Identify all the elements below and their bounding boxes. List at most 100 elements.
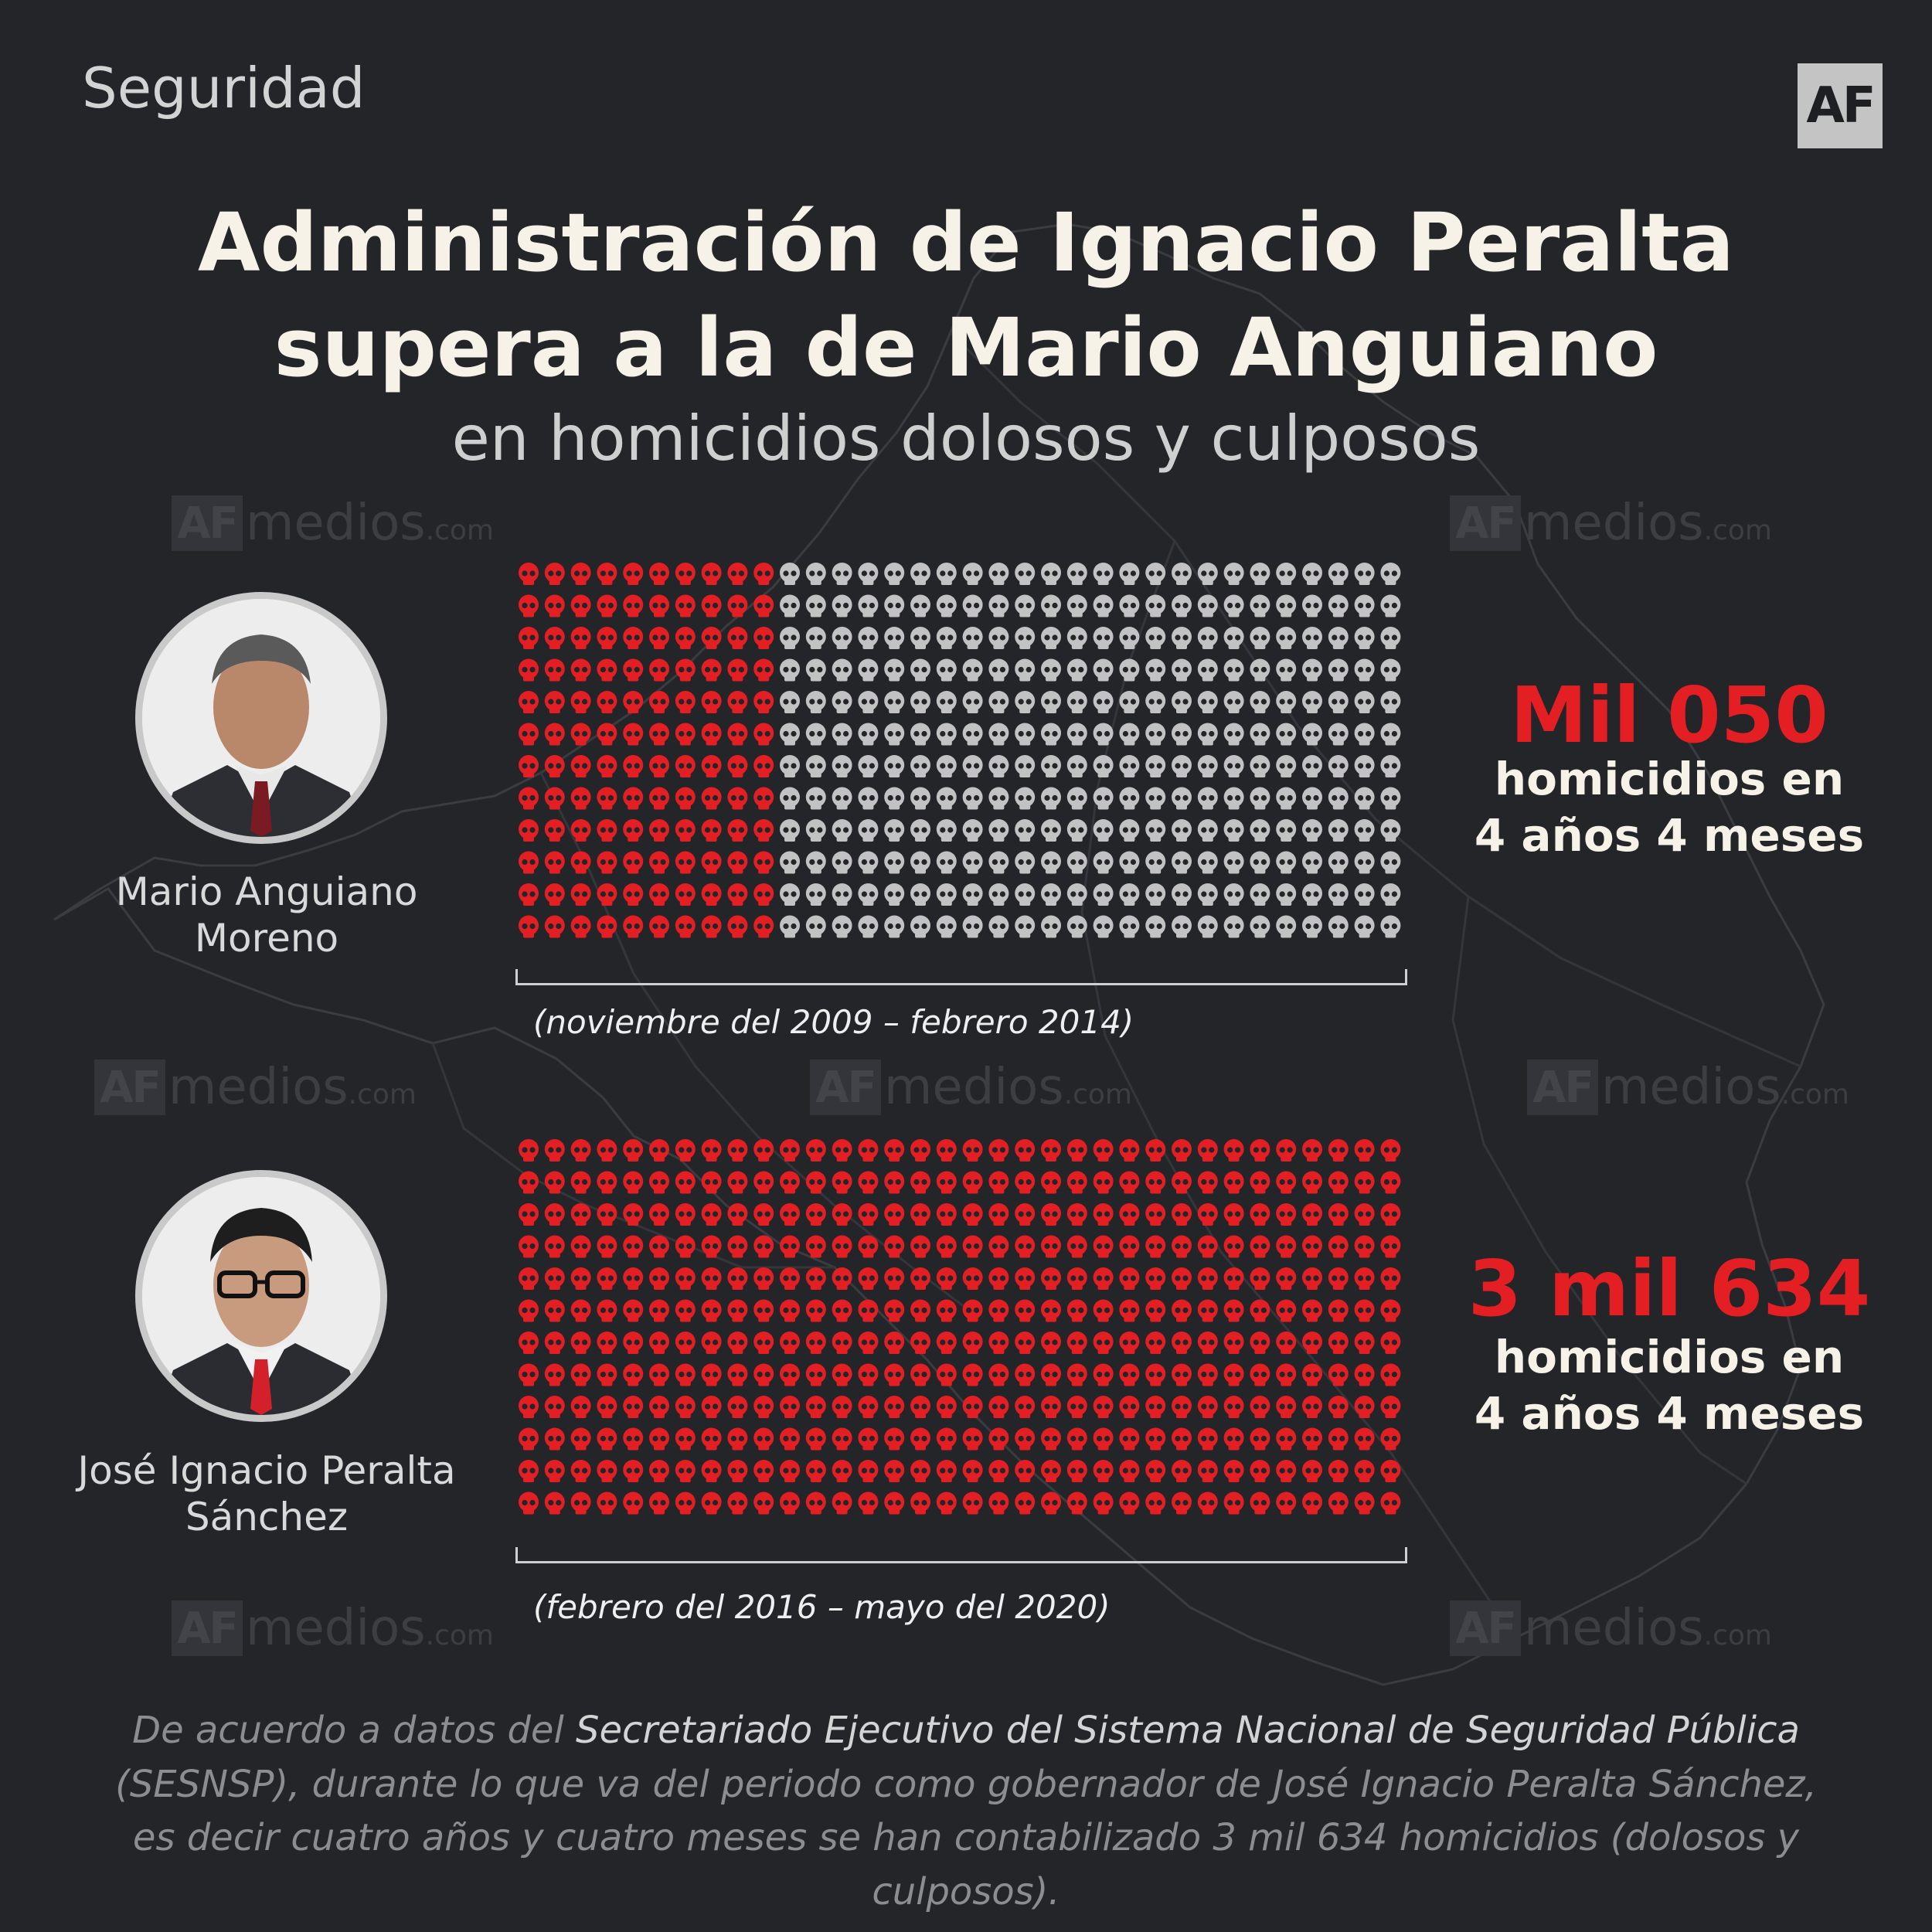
skull-icon bbox=[570, 1203, 591, 1226]
stat-caption-anguiano: homicidios en 4 años 4 meses bbox=[1430, 751, 1909, 863]
skull-icon bbox=[1093, 1299, 1114, 1322]
skull-icon bbox=[675, 563, 696, 585]
skull-icon bbox=[753, 691, 774, 713]
skull-icon bbox=[910, 1492, 930, 1515]
watermark-domain: .com bbox=[1703, 1619, 1772, 1651]
skull-icon bbox=[1354, 563, 1375, 585]
skull-icon bbox=[1250, 755, 1270, 777]
skull-icon bbox=[1015, 723, 1036, 746]
skull-icon bbox=[858, 627, 879, 649]
skull-icon bbox=[1197, 1299, 1218, 1322]
skull-icon bbox=[649, 1396, 669, 1418]
skull-icon bbox=[962, 563, 983, 585]
skull-icon bbox=[1328, 627, 1349, 649]
watermark-text: medios bbox=[884, 1059, 1064, 1116]
skull-icon bbox=[597, 691, 617, 713]
skull-icon bbox=[1172, 755, 1192, 777]
skull-icon bbox=[884, 1427, 905, 1451]
skull-icon bbox=[1302, 1396, 1322, 1418]
skull-icon bbox=[988, 1332, 1009, 1354]
skull-icon bbox=[988, 658, 1009, 682]
name-line: Sánchez bbox=[185, 1495, 349, 1539]
skull-icon bbox=[597, 563, 617, 585]
skull-icon bbox=[1145, 723, 1166, 746]
skull-icon bbox=[1302, 1235, 1322, 1258]
skull-icon bbox=[884, 1332, 905, 1354]
skull-icon bbox=[780, 1203, 800, 1226]
skull-icon bbox=[675, 1235, 696, 1258]
skull-icon bbox=[832, 851, 852, 874]
footer-text: De acuerdo a datos del bbox=[132, 1709, 577, 1752]
skull-icon bbox=[1145, 1460, 1166, 1482]
skull-icon bbox=[1276, 1396, 1297, 1418]
skull-icon bbox=[884, 691, 905, 713]
skull-icon bbox=[1172, 1492, 1192, 1515]
person-name-anguiano: Mario Anguiano Moreno bbox=[77, 869, 456, 961]
person-photo-icon bbox=[142, 1177, 380, 1415]
skull-icon bbox=[1145, 915, 1166, 938]
skull-icon bbox=[858, 594, 879, 617]
skull-icon bbox=[519, 627, 539, 649]
skull-icon bbox=[727, 1235, 748, 1258]
skull-icon bbox=[1354, 851, 1375, 874]
skull-icon bbox=[832, 594, 852, 617]
skull-icon bbox=[1250, 627, 1270, 649]
skull-icon bbox=[675, 1171, 696, 1194]
skull-icon bbox=[649, 883, 669, 906]
skull-icon bbox=[780, 1363, 800, 1386]
skull-icon bbox=[884, 1203, 905, 1226]
skull-icon bbox=[1066, 1299, 1087, 1322]
skull-icon bbox=[858, 1396, 879, 1418]
skull-icon bbox=[1119, 1363, 1140, 1386]
skull-icon bbox=[1328, 1396, 1349, 1418]
skull-icon bbox=[1066, 691, 1087, 713]
skull-icon bbox=[1380, 819, 1401, 842]
skull-icon bbox=[1015, 1203, 1036, 1226]
skull-icon bbox=[1119, 658, 1140, 682]
skull-icon bbox=[1354, 819, 1375, 842]
skull-icon bbox=[649, 658, 669, 682]
skull-icon bbox=[1041, 1171, 1061, 1194]
skull-icon bbox=[910, 883, 930, 906]
skull-icon bbox=[701, 1235, 722, 1258]
watermark-logo: AF bbox=[1450, 1600, 1521, 1656]
skull-icon bbox=[988, 1299, 1009, 1322]
skull-icon bbox=[1380, 1492, 1401, 1515]
skull-icon bbox=[884, 1235, 905, 1258]
skull-icon bbox=[649, 1235, 669, 1258]
skull-icon bbox=[1328, 1267, 1349, 1290]
skull-icon bbox=[858, 1299, 879, 1322]
skull-icon bbox=[544, 1171, 565, 1194]
skull-icon bbox=[1119, 1460, 1140, 1482]
skull-icon bbox=[1276, 723, 1297, 746]
skull-icon bbox=[1302, 658, 1322, 682]
skull-icon bbox=[1276, 1139, 1297, 1162]
skull-icon bbox=[570, 1363, 591, 1386]
skull-icon bbox=[1302, 594, 1322, 617]
skull-icon bbox=[1119, 851, 1140, 874]
skull-icon bbox=[649, 1492, 669, 1515]
skull-icon bbox=[701, 1492, 722, 1515]
skull-icon bbox=[962, 594, 983, 617]
skull-icon bbox=[1119, 594, 1140, 617]
skull-icon bbox=[936, 1299, 957, 1322]
skull-icon bbox=[1250, 851, 1270, 874]
skull-icon bbox=[884, 627, 905, 649]
skull-icon bbox=[701, 787, 722, 810]
skull-icon bbox=[1093, 627, 1114, 649]
skull-icon bbox=[1197, 1396, 1218, 1418]
skull-icon bbox=[988, 627, 1009, 649]
skull-icon bbox=[727, 1203, 748, 1226]
skull-icon bbox=[936, 915, 957, 938]
skull-icon bbox=[519, 691, 539, 713]
skull-icon bbox=[936, 1396, 957, 1418]
watermark: AF medios .com bbox=[810, 1059, 1132, 1116]
skull-icon bbox=[649, 1171, 669, 1194]
skull-icon bbox=[675, 1460, 696, 1482]
skull-icon bbox=[936, 787, 957, 810]
skull-icon bbox=[1302, 755, 1322, 777]
skull-icon bbox=[1197, 1332, 1218, 1354]
name-line: José Ignacio Peralta bbox=[77, 1448, 456, 1493]
skull-icon bbox=[623, 1492, 644, 1515]
skull-icon bbox=[701, 851, 722, 874]
